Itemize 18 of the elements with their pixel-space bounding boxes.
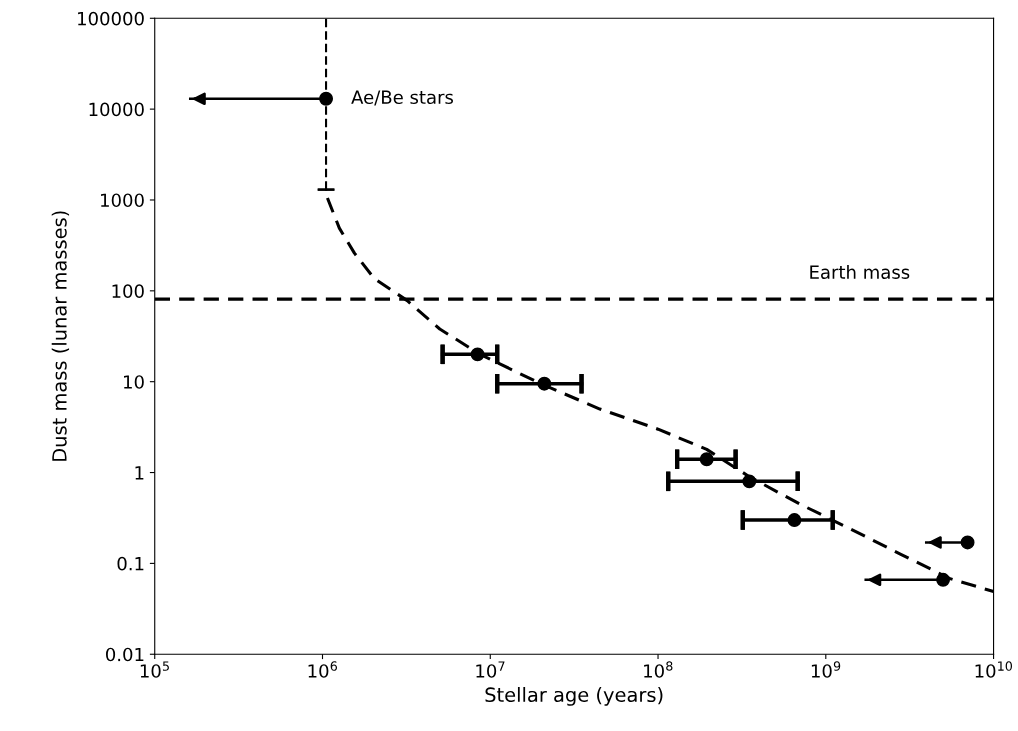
x-tick-label: 10$^{8}$ xyxy=(644,661,673,678)
y-tick-label: 100000 xyxy=(78,11,144,26)
x-tick-label: 10$^{10}$ xyxy=(975,661,1013,678)
y-tick-label: 1000 xyxy=(101,193,144,208)
y-tick-label: 100 xyxy=(112,284,144,298)
y-tick-label: 10 xyxy=(124,375,144,389)
y-tick-label: 10000 xyxy=(89,102,144,117)
y-tick-label: 1 xyxy=(135,466,144,480)
annotation: Ae/Be stars xyxy=(351,90,454,106)
x-tick-label: 10$^{6}$ xyxy=(308,661,338,678)
y-tick-label: 0.01 xyxy=(106,647,144,662)
y-tick-label: 0.1 xyxy=(117,556,144,571)
ref-line-label: Earth mass xyxy=(810,265,910,279)
y-axis-title: Dust mass (lunar masses) xyxy=(51,211,70,461)
x-tick-label: 10$^{9}$ xyxy=(811,661,841,678)
x-tick-label: 10$^{7}$ xyxy=(476,661,505,678)
x-axis-title: Stellar age (years) xyxy=(485,687,663,706)
x-tick-label: 10$^{5}$ xyxy=(140,661,169,678)
